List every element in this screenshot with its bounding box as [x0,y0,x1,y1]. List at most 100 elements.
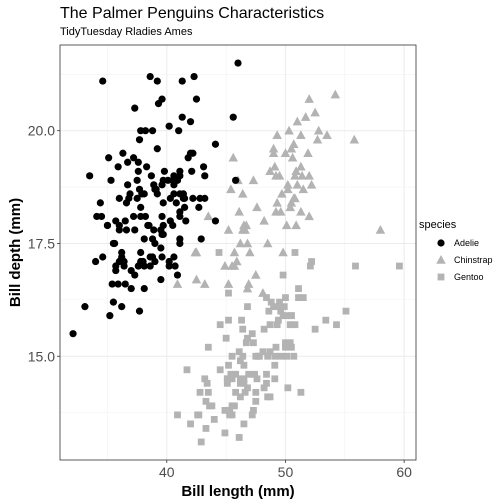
chinstrap-point [306,179,317,189]
gentoo-point [263,294,270,302]
adelie-point [92,257,100,266]
adelie-point [114,163,122,171]
adelie-point [115,194,123,202]
x-tick-label: 40 [159,464,175,480]
adelie-point [106,312,114,320]
gentoo-point [187,420,194,428]
gentoo-point [282,339,289,347]
chinstrap-point [330,89,341,99]
adelie-point [137,248,145,257]
gentoo-point [203,379,211,387]
adelie-point [201,172,209,180]
adelie-point [115,226,123,234]
adelie-point [158,95,166,103]
x-tick-label: 50 [278,464,294,480]
adelie-point [148,235,157,243]
chart-subtitle: TidyTuesday Rladies Ames [60,26,193,38]
chinstrap-point [289,139,299,148]
gentoo-point [284,384,292,392]
legend-item-adelie: Adelie [437,238,479,248]
chinstrap-point [172,279,183,288]
gentoo-point [253,375,261,383]
adelie-point [211,140,220,148]
gentoo-point [196,388,204,396]
chinstrap-point [296,206,306,216]
gentoo-point [251,370,259,378]
chinstrap-point [265,166,275,176]
gentoo-point [235,434,243,441]
gentoo-point [202,425,210,432]
adelie-point [176,239,184,248]
chinstrap-point [226,184,236,194]
gentoo-point [202,397,210,405]
chinstrap-point [375,224,386,234]
gentoo-point [236,357,244,365]
legend-items: Adelie Chinstrap Gentoo [436,238,493,282]
data-points [69,59,403,446]
gentoo-point [240,375,248,383]
chinstrap-point [349,134,360,144]
adelie-point [151,257,159,266]
gentoo-point [242,339,250,347]
gentoo-point [201,375,209,383]
gentoo-point [271,361,279,369]
y-axis-ticks: 15.0 17.5 20.0 [28,123,60,364]
adelie-point [190,72,198,81]
gentoo-point [342,307,350,315]
x-axis-ticks: 40 50 60 [159,460,412,480]
chinstrap-point [278,247,288,257]
adelie-point [159,199,167,207]
adelie-point [138,190,146,198]
adelie-point [165,122,173,130]
gentoo-point [227,370,235,378]
gentoo-point [225,289,232,297]
chinstrap-point [313,125,324,135]
adelie-point [150,226,158,234]
chinstrap-point [322,130,332,139]
adelie-point [173,271,182,279]
gentoo-point [279,271,287,279]
chinstrap-point [237,224,248,234]
adelie-point [121,217,129,225]
chinstrap-point [296,130,306,139]
adelie-point [133,194,141,202]
adelie-point [165,257,173,266]
gentoo-point [274,316,282,324]
adelie-point [115,257,123,266]
adelie-point [144,221,152,230]
gentoo-point [272,343,280,351]
gentoo-point [308,258,315,265]
adelie-point [148,127,157,135]
gentoo-point [226,411,234,419]
gentoo-point [333,321,340,329]
gentoo-point [260,384,268,392]
x-tick-label: 60 [396,464,412,480]
chart-title: The Palmer Penguins Characteristics [60,5,324,22]
gentoo-point [231,402,238,410]
adelie-point [153,190,161,198]
chinstrap-point [259,215,269,225]
adelie-point [157,244,165,252]
gentoo-point [215,249,223,256]
gentoo-point [395,262,403,270]
adelie-point [153,145,161,153]
gentoo-point [210,416,218,423]
adelie-point [199,163,208,171]
gentoo-point [283,352,291,360]
chinstrap-point [268,148,279,158]
chinstrap-point [296,161,306,171]
gentoo-point [228,375,236,383]
adelie-point [175,127,183,135]
chinstrap-point [310,107,320,117]
adelie-point [124,158,132,166]
chinstrap-point [272,197,282,207]
gentoo-point [236,379,244,387]
adelie-point [181,203,189,211]
adelie-point [97,212,106,221]
gentoo-point [244,303,251,311]
gentoo-point [223,379,231,387]
gentoo-point [174,411,181,419]
gentoo-point [221,406,229,414]
chinstrap-point [300,112,311,121]
adelie-point [140,284,148,293]
